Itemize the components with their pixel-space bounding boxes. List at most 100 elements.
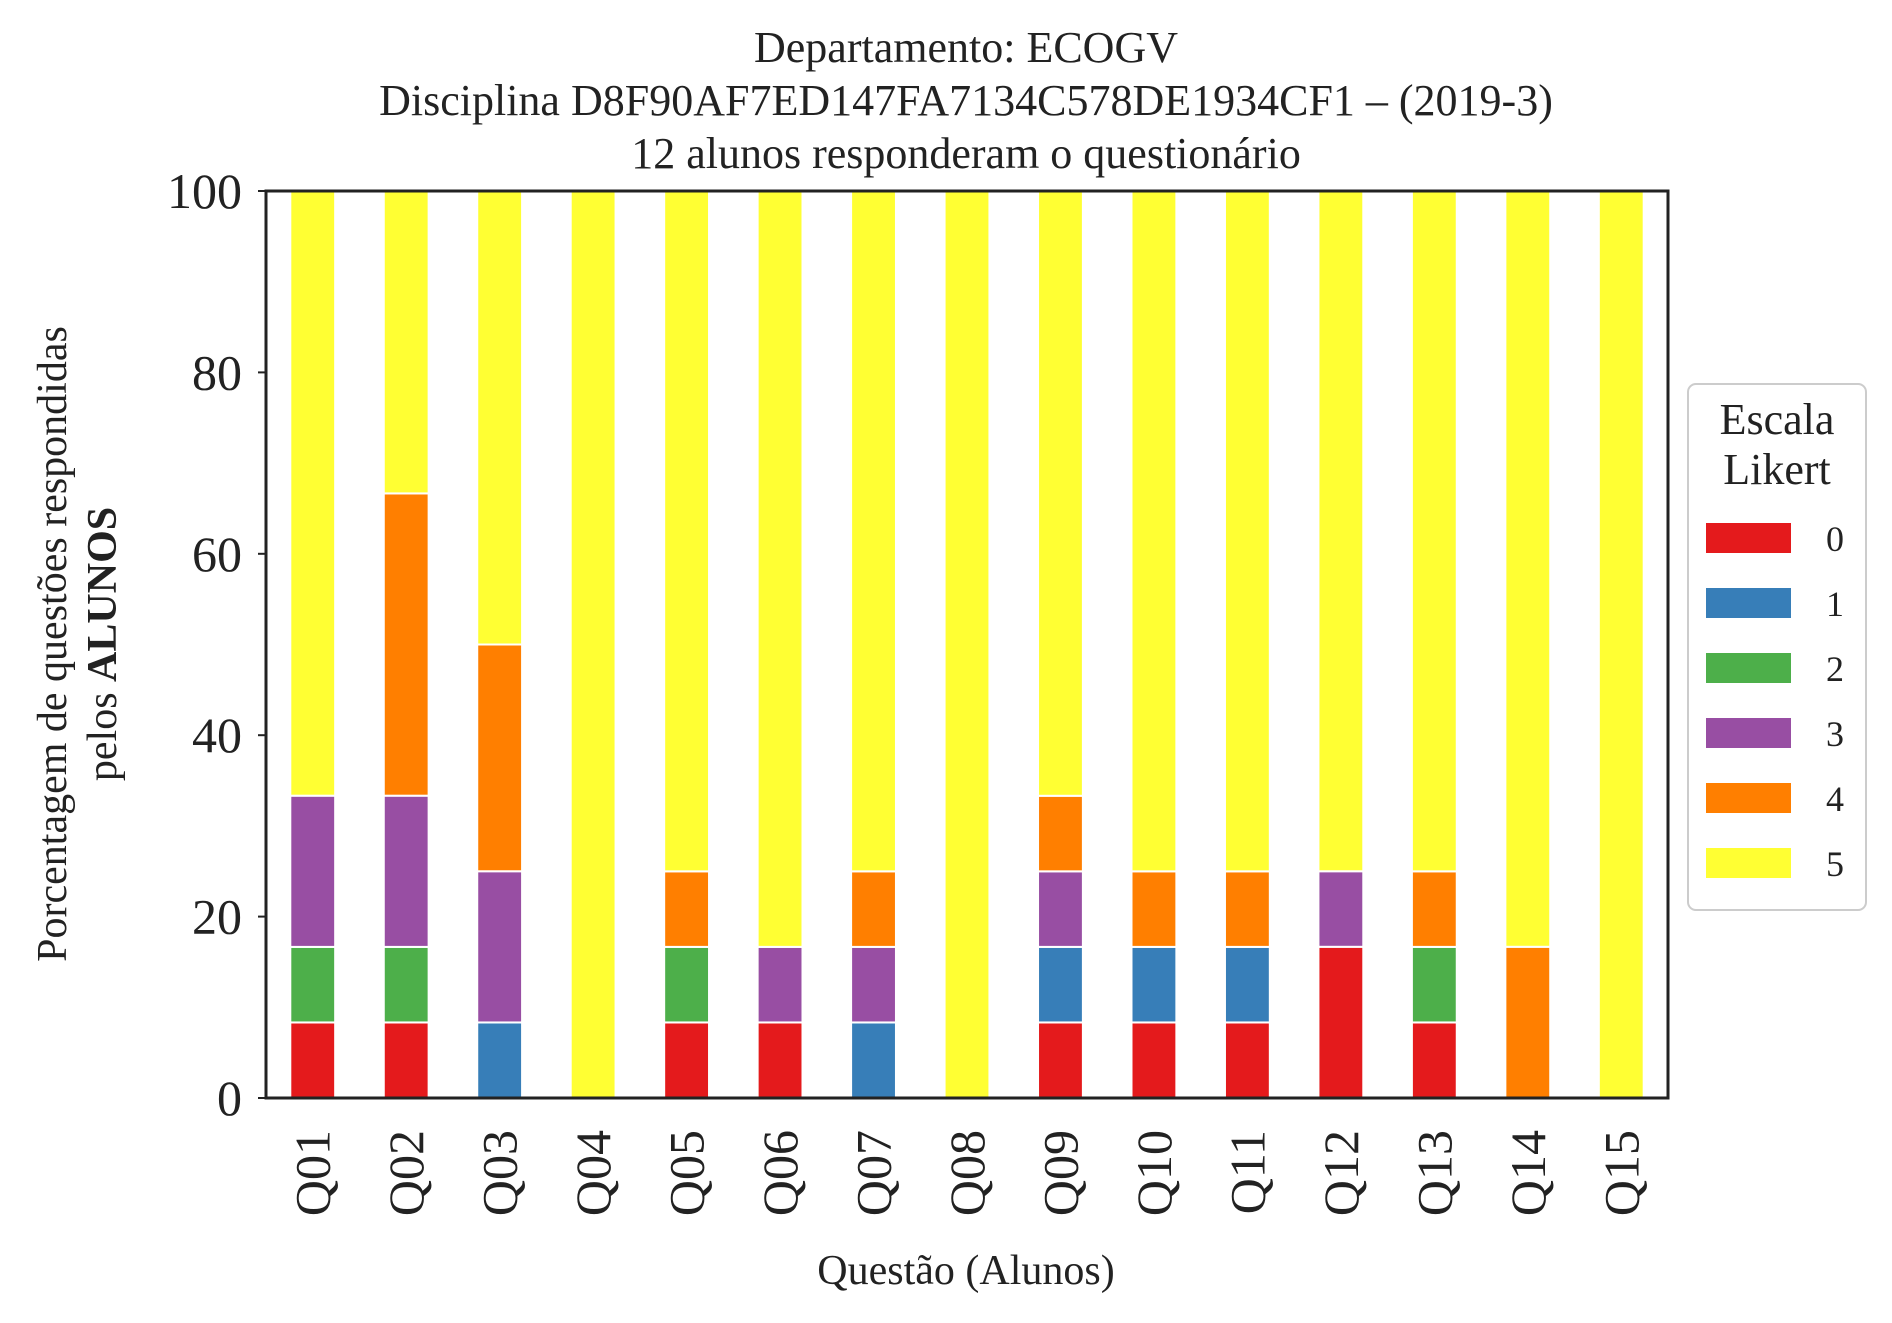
x-tick-label: Q01 [285, 1130, 341, 1216]
chart-title-line-1: Departamento: ECOGV [754, 23, 1178, 72]
y-axis-label-line-1: Porcentagem de questões respondidas [30, 326, 76, 962]
bar-Q01-scale-2 [289, 945, 337, 1024]
y-axis-label-bold: ALUNOS [80, 507, 126, 682]
y-tick-label: 80 [192, 344, 242, 400]
bar-Q12-scale-5 [1317, 190, 1365, 873]
y-axis-label: Porcentagem de questões respondidas pelo… [30, 326, 126, 962]
legend-label: 2 [1826, 649, 1844, 689]
bar-Q13-scale-5 [1410, 190, 1458, 873]
y-tick-label: 100 [167, 163, 242, 219]
bar-Q10-scale-0 [1130, 1021, 1178, 1100]
x-axis-label: Questão (Alunos) [817, 1248, 1114, 1294]
y-axis-label-prefix: pelos [80, 682, 126, 781]
x-tick-label: Q15 [1593, 1130, 1649, 1216]
legend-label: 3 [1826, 714, 1844, 754]
y-tick-label: 40 [192, 707, 242, 763]
legend: Escala Likert 0 1 2 3 4 5 [1687, 383, 1867, 911]
x-axis-ticks: Q01 Q02 Q03 Q04 Q05 Q06 Q07 Q08 Q09 Q10 Q11 Q12 Q13 Q… [285, 1130, 1650, 1216]
x-tick-label: Q09 [1032, 1130, 1088, 1216]
x-tick-label: Q02 [378, 1130, 434, 1216]
bars [289, 190, 1645, 1100]
bar-Q05-scale-4 [663, 870, 711, 948]
bar-Q10-scale-5 [1130, 190, 1178, 873]
y-axis-ticks: 0 20 40 60 80 100 [167, 163, 266, 1126]
bar-Q08-scale-5 [943, 190, 991, 1099]
legend-swatch-5 [1706, 848, 1791, 878]
bar-Q03-scale-5 [476, 190, 524, 646]
chart-title-line-2: Disciplina D8F90AF7ED147FA7134C578DE1934… [379, 76, 1553, 125]
bar-Q07-scale-4 [850, 870, 897, 948]
bar-Q02-scale-4 [382, 492, 430, 797]
bar-Q06-scale-5 [756, 190, 804, 948]
legend-swatch-4 [1706, 783, 1791, 813]
y-tick-label: 20 [192, 889, 242, 945]
legend-swatch-0 [1706, 523, 1791, 553]
bar-Q09-scale-0 [1037, 1021, 1084, 1100]
bar-Q07-scale-5 [850, 190, 897, 873]
x-tick-label: Q04 [565, 1130, 621, 1216]
chart-title-line-3: 12 alunos responderam o questionário [631, 129, 1301, 178]
bar-Q13-scale-0 [1410, 1021, 1458, 1100]
legend-frame [1687, 383, 1867, 911]
bar-Q02-scale-2 [382, 945, 430, 1024]
bar-Q02-scale-3 [382, 794, 430, 948]
legend-swatch-1 [1706, 588, 1791, 618]
bar-Q03-scale-3 [476, 870, 524, 1024]
legend-label: 4 [1826, 779, 1844, 819]
bar-Q03-scale-1 [476, 1021, 524, 1100]
plot-frame [264, 189, 1670, 1100]
bar-Q03-scale-4 [476, 643, 524, 873]
bar-Q01-scale-5 [289, 190, 337, 797]
bar-Q05-scale-0 [663, 1021, 711, 1100]
x-tick-label: Q10 [1126, 1130, 1182, 1216]
bar-Q05-scale-2 [663, 945, 711, 1024]
bar-Q02-scale-5 [382, 190, 430, 495]
bar-Q11-scale-0 [1223, 1021, 1271, 1100]
bar-Q11-scale-4 [1223, 870, 1271, 948]
x-tick-label: Q12 [1313, 1130, 1369, 1216]
legend-label: 5 [1826, 844, 1844, 884]
bar-Q12-scale-0 [1317, 945, 1365, 1099]
bar-Q07-scale-1 [850, 1021, 897, 1100]
legend-swatch-2 [1706, 653, 1791, 683]
legend-title-line-1: Escala [1720, 395, 1835, 444]
bar-Q09-scale-3 [1037, 870, 1084, 948]
bar-Q09-scale-4 [1037, 794, 1084, 873]
bar-Q13-scale-2 [1410, 945, 1458, 1024]
bar-Q06-scale-3 [756, 945, 804, 1024]
bar-Q11-scale-5 [1223, 190, 1271, 873]
x-tick-label: Q11 [1219, 1130, 1275, 1214]
x-tick-label: Q03 [472, 1130, 528, 1216]
bar-Q12-scale-3 [1317, 870, 1365, 948]
bar-Q07-scale-3 [850, 945, 897, 1024]
bar-Q13-scale-4 [1410, 870, 1458, 948]
bar-Q02-scale-0 [382, 1021, 430, 1100]
chart-title: Departamento: ECOGV Disciplina D8F90AF7E… [379, 23, 1553, 178]
x-tick-label: Q06 [752, 1130, 808, 1216]
legend-swatch-3 [1706, 718, 1791, 748]
x-tick-label: Q13 [1406, 1130, 1462, 1216]
legend-items: 0 1 2 3 4 5 [1706, 519, 1844, 884]
bar-Q14-scale-4 [1504, 945, 1552, 1099]
bar-Q01-scale-0 [289, 1021, 337, 1100]
bar-Q09-scale-1 [1037, 945, 1084, 1024]
bar-Q06-scale-0 [756, 1021, 804, 1100]
y-axis-label-line-2: pelos ALUNOS [80, 507, 126, 781]
bar-Q14-scale-5 [1504, 190, 1552, 948]
bar-Q10-scale-4 [1130, 870, 1178, 948]
bar-Q15-scale-5 [1597, 190, 1645, 1099]
bar-Q09-scale-5 [1037, 190, 1084, 797]
bar-Q05-scale-5 [663, 190, 711, 873]
x-tick-label: Q07 [846, 1130, 902, 1216]
bar-Q04-scale-5 [569, 190, 617, 1099]
bar-Q11-scale-1 [1223, 945, 1271, 1024]
legend-label: 0 [1826, 519, 1844, 559]
y-tick-label: 60 [192, 526, 242, 582]
y-tick-label: 0 [217, 1070, 242, 1126]
bar-Q10-scale-1 [1130, 945, 1178, 1024]
x-tick-label: Q05 [659, 1130, 715, 1216]
bar-Q01-scale-3 [289, 794, 337, 948]
legend-label: 1 [1826, 584, 1844, 624]
legend-title-line-2: Likert [1723, 445, 1831, 494]
